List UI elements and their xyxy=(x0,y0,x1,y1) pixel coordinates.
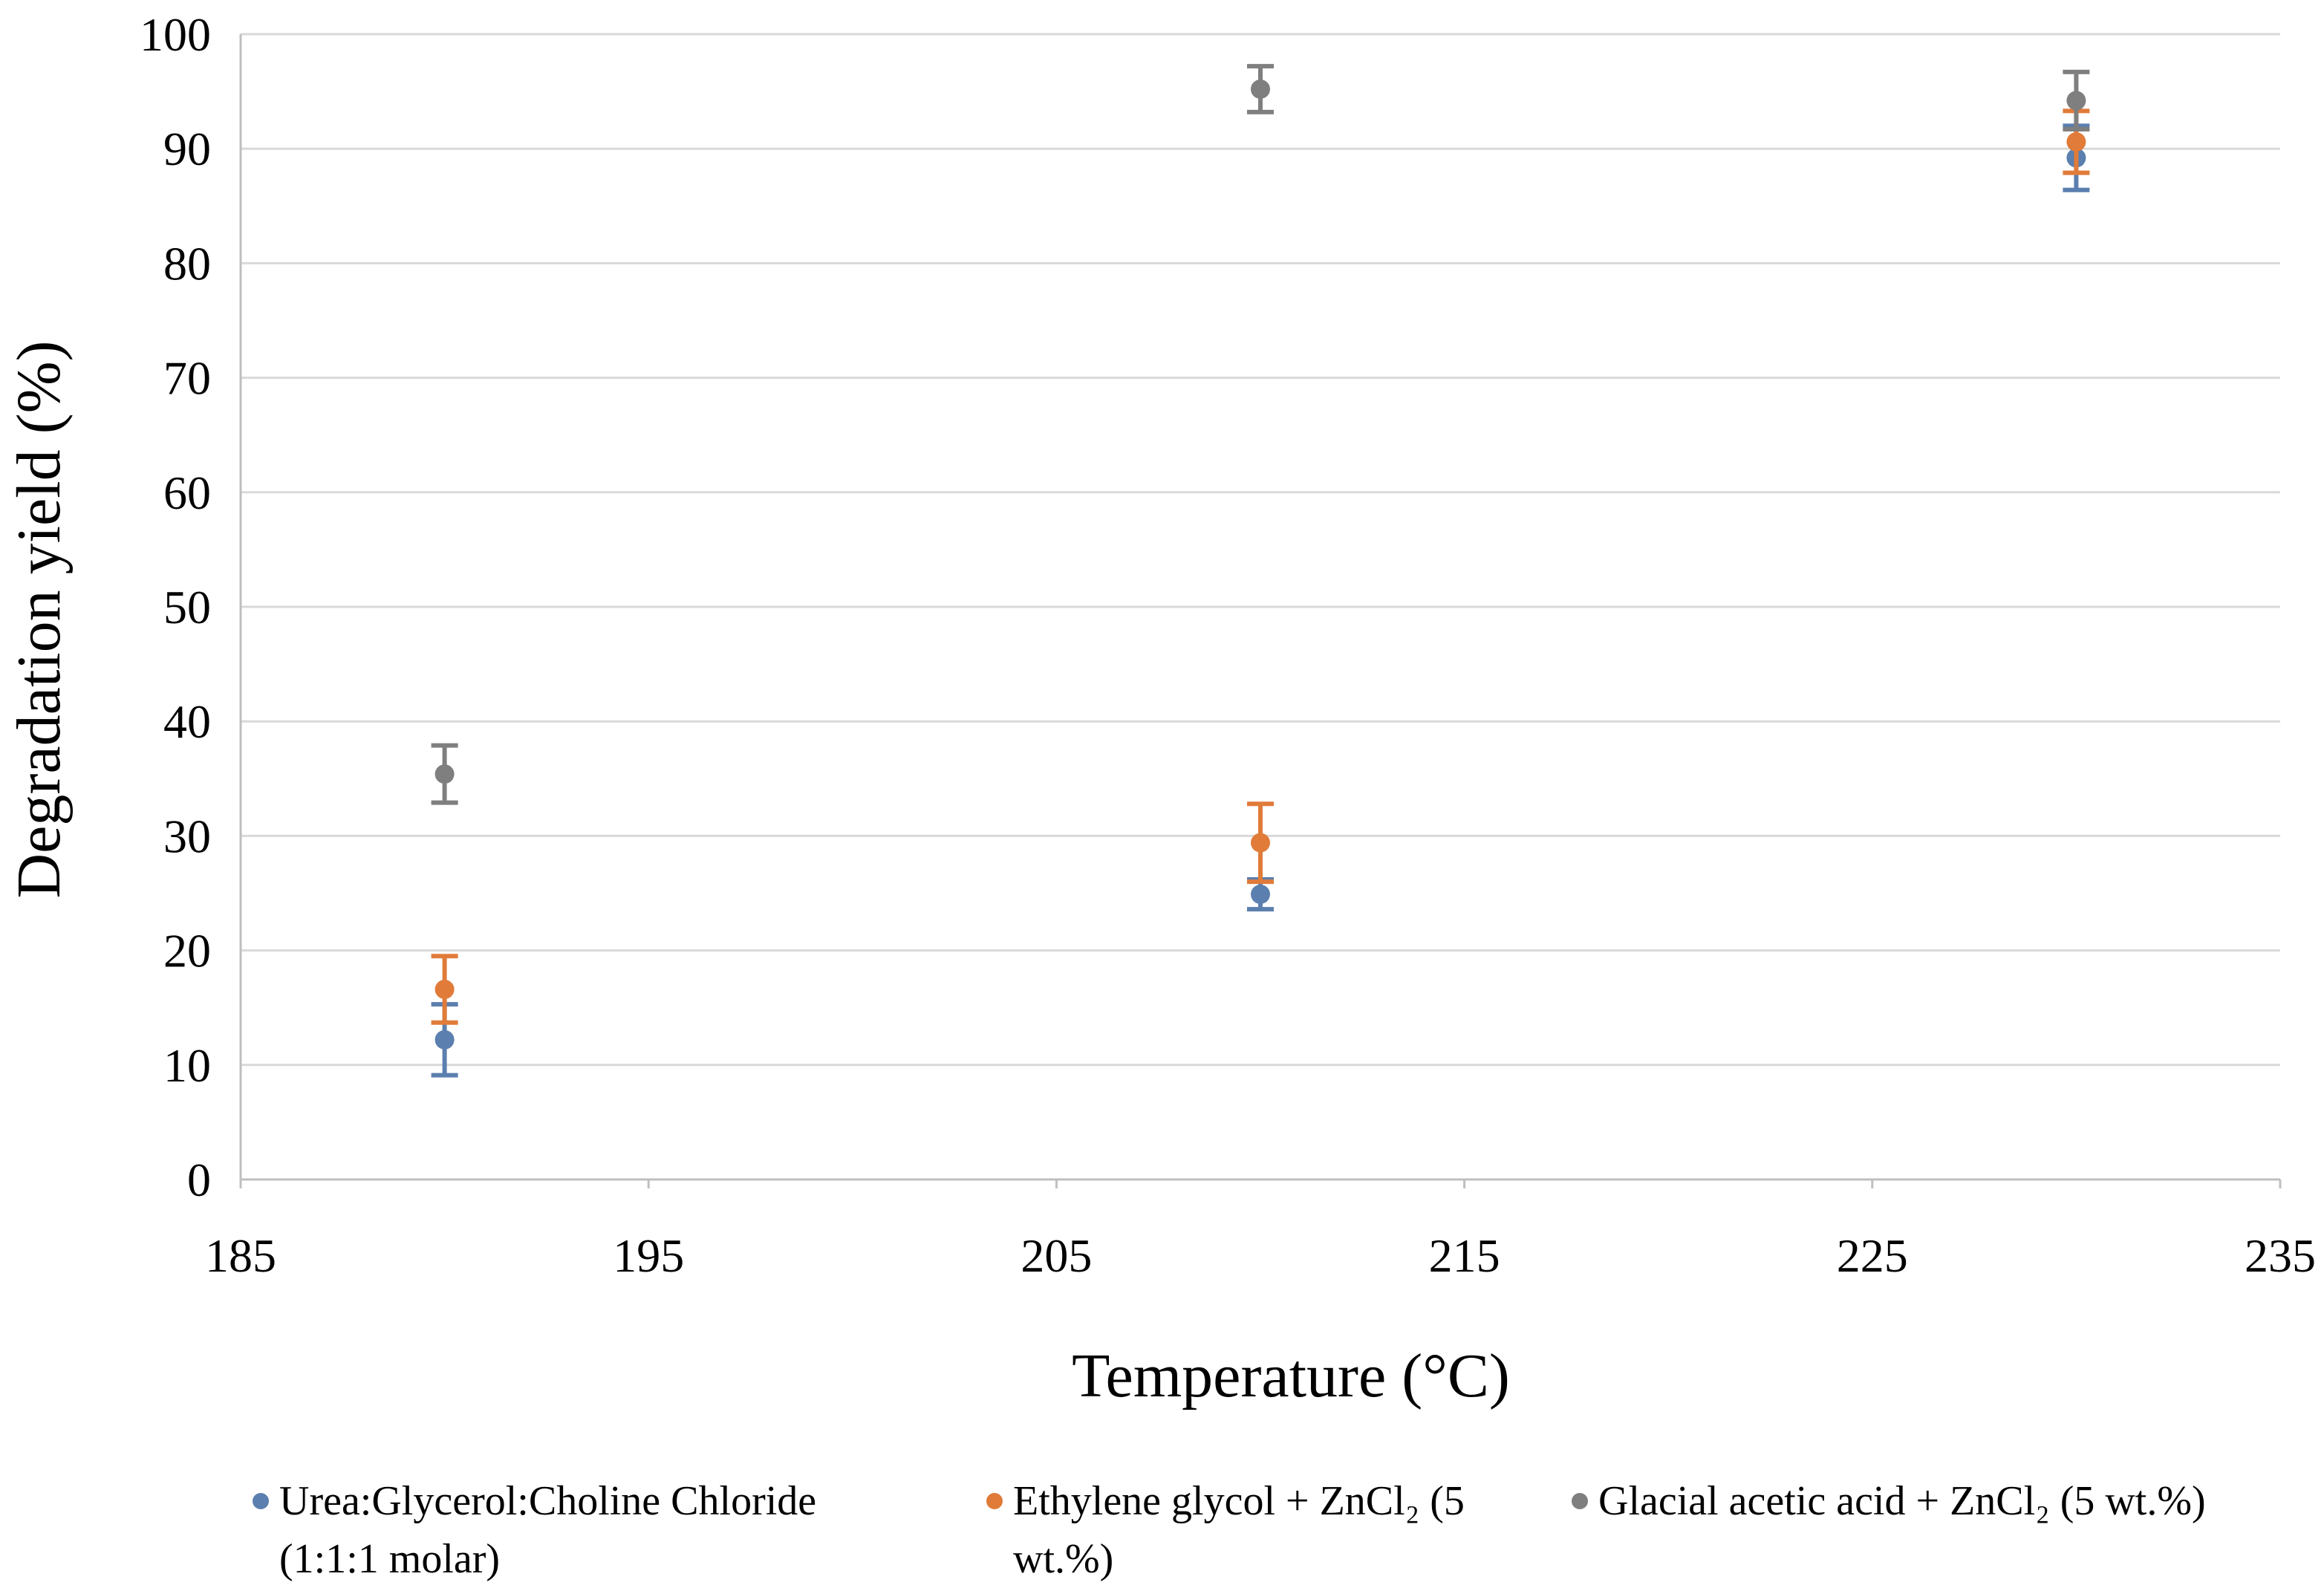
x-tick-label: 225 xyxy=(1837,1229,1908,1282)
y-tick-label: 80 xyxy=(163,237,211,290)
x-axis-title: Temperature (°C) xyxy=(1072,1341,1510,1410)
x-tick-label: 235 xyxy=(2245,1229,2316,1282)
legend-label: Urea:Glycerol:Choline Chloride (1:1:1 mo… xyxy=(279,1478,817,1582)
point xyxy=(434,764,455,784)
point xyxy=(434,980,455,1000)
y-tick-label: 10 xyxy=(163,1039,211,1092)
legend-marker xyxy=(1572,1493,1588,1509)
y-tick-label: 90 xyxy=(163,123,211,175)
x-tick-label: 215 xyxy=(1429,1229,1500,1282)
x-tick-label: 195 xyxy=(613,1229,684,1282)
point xyxy=(1251,833,1270,853)
point xyxy=(2066,91,2086,111)
y-tick-label: 40 xyxy=(163,695,211,748)
x-tick-label: 205 xyxy=(1021,1229,1092,1282)
y-tick-label: 100 xyxy=(140,8,211,61)
point xyxy=(434,1029,455,1050)
legend-label: Ethylene glycol + ZnCl₂ (5 wt.%) xyxy=(1013,1478,1465,1582)
point xyxy=(1251,79,1270,100)
y-tick-label: 30 xyxy=(163,810,211,862)
y-axis-title: Degradation yield (%) xyxy=(4,340,74,898)
legend-marker xyxy=(986,1493,1003,1509)
point xyxy=(1251,885,1270,905)
y-tick-label: 20 xyxy=(163,925,211,977)
y-tick-label: 60 xyxy=(163,466,211,519)
legend-marker xyxy=(253,1493,269,1509)
point xyxy=(2066,131,2086,152)
y-tick-label: 0 xyxy=(187,1153,211,1206)
x-tick-label: 185 xyxy=(205,1229,276,1282)
legend-label: Glacial acetic acid + ZnCl₂ (5 wt.%) xyxy=(1598,1478,2206,1524)
y-tick-label: 50 xyxy=(163,581,211,634)
y-tick-label: 70 xyxy=(163,352,211,405)
